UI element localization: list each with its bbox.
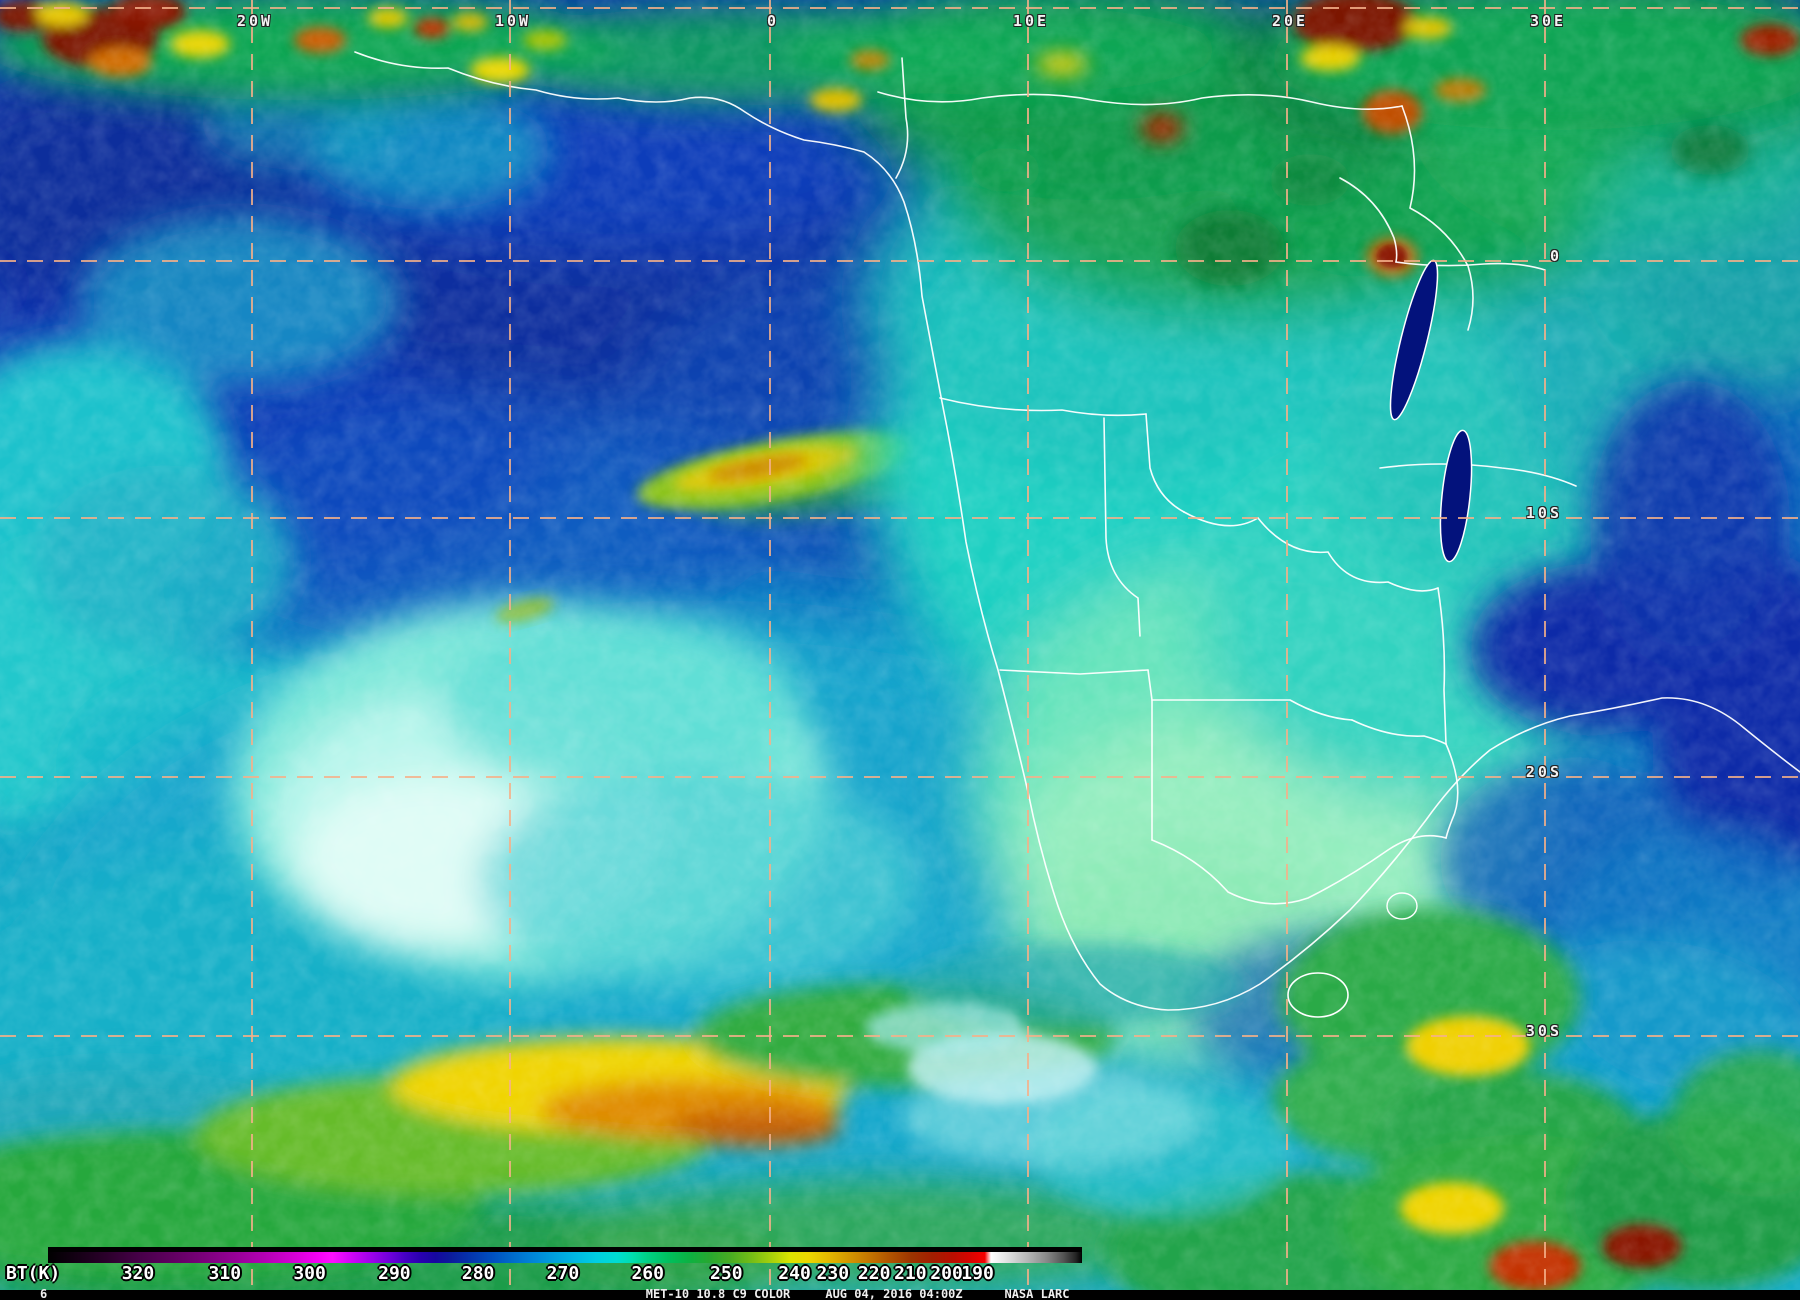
colorbar-gradient: [48, 1252, 1082, 1263]
colorbar-tick: 320: [121, 1263, 155, 1284]
colorbar-tick: 240: [778, 1263, 811, 1284]
eswatini-border: [1386, 892, 1418, 920]
meridian-label: 20E: [1271, 12, 1309, 30]
parallel-label: 10S: [1525, 504, 1562, 522]
colorbar-ticks: 320 310 300 290 280 270 260 250 240 230 220 210 200 1…: [48, 1263, 1082, 1287]
meridian-label: 30E: [1529, 12, 1567, 30]
meridian-label: 0: [766, 12, 780, 30]
parallel-label: 30S: [1525, 1022, 1562, 1040]
colorbar-tick: 310: [208, 1263, 242, 1284]
credit-label: NASA LARC: [1004, 1287, 1070, 1300]
frame-number: 6: [40, 1287, 48, 1300]
colorbar-tick: 210: [894, 1263, 927, 1284]
meridian-label: 10W: [494, 12, 532, 30]
colorbar-tick: 300: [293, 1263, 326, 1284]
lesotho-border: [1287, 972, 1349, 1018]
colorbar-tick: 290: [378, 1263, 411, 1284]
coastline-borders: [354, 51, 1800, 1018]
colorbar: [48, 1247, 1082, 1263]
caption-strip: 6 MET-10 10.8 C9 COLOR AUG 04, 2016 04:0…: [0, 1287, 1800, 1300]
product-label: MET-10 10.8 C9 COLOR: [645, 1287, 791, 1300]
colorbar-tick: 260: [631, 1263, 664, 1284]
colorbar-tick: 280: [461, 1263, 495, 1284]
parallel-label: 20S: [1525, 763, 1562, 781]
datetime-label: AUG 04, 2016 04:00Z: [825, 1287, 963, 1300]
colorbar-tick: 200: [930, 1263, 963, 1284]
colorbar-tick: 250: [710, 1263, 743, 1284]
meridian-label: 10E: [1012, 12, 1050, 30]
colorbar-frame: [48, 1247, 1082, 1252]
colorbar-tick: 230: [816, 1263, 850, 1284]
colorbar-tick: 190: [961, 1263, 994, 1284]
africa-coastline: [354, 51, 1800, 1011]
lake-malawi: [1439, 429, 1473, 563]
parallel-label: 0: [1549, 247, 1562, 265]
meridian-label: 20W: [236, 12, 274, 30]
colorbar-title: BT(K): [6, 1263, 61, 1284]
colorbar-tick: 220: [857, 1263, 891, 1284]
colorbar-tick: 270: [546, 1263, 580, 1284]
